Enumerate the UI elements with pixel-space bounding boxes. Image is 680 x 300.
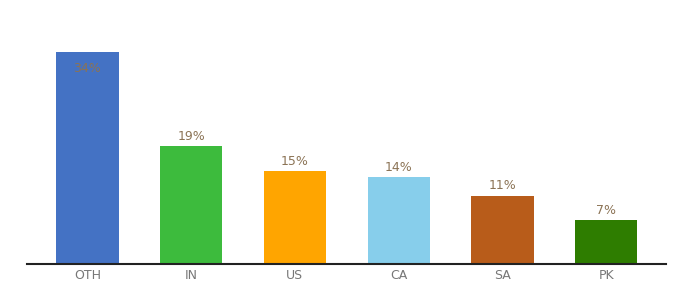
Bar bbox=[56, 52, 118, 264]
Text: 19%: 19% bbox=[177, 130, 205, 142]
Text: 14%: 14% bbox=[385, 161, 413, 174]
Bar bbox=[160, 146, 222, 264]
Text: 15%: 15% bbox=[281, 154, 309, 167]
Bar bbox=[471, 196, 534, 264]
Text: 11%: 11% bbox=[488, 179, 516, 192]
Bar bbox=[575, 220, 637, 264]
Text: 34%: 34% bbox=[73, 62, 101, 75]
Bar bbox=[264, 171, 326, 264]
Bar bbox=[368, 177, 430, 264]
Text: 7%: 7% bbox=[596, 204, 616, 217]
